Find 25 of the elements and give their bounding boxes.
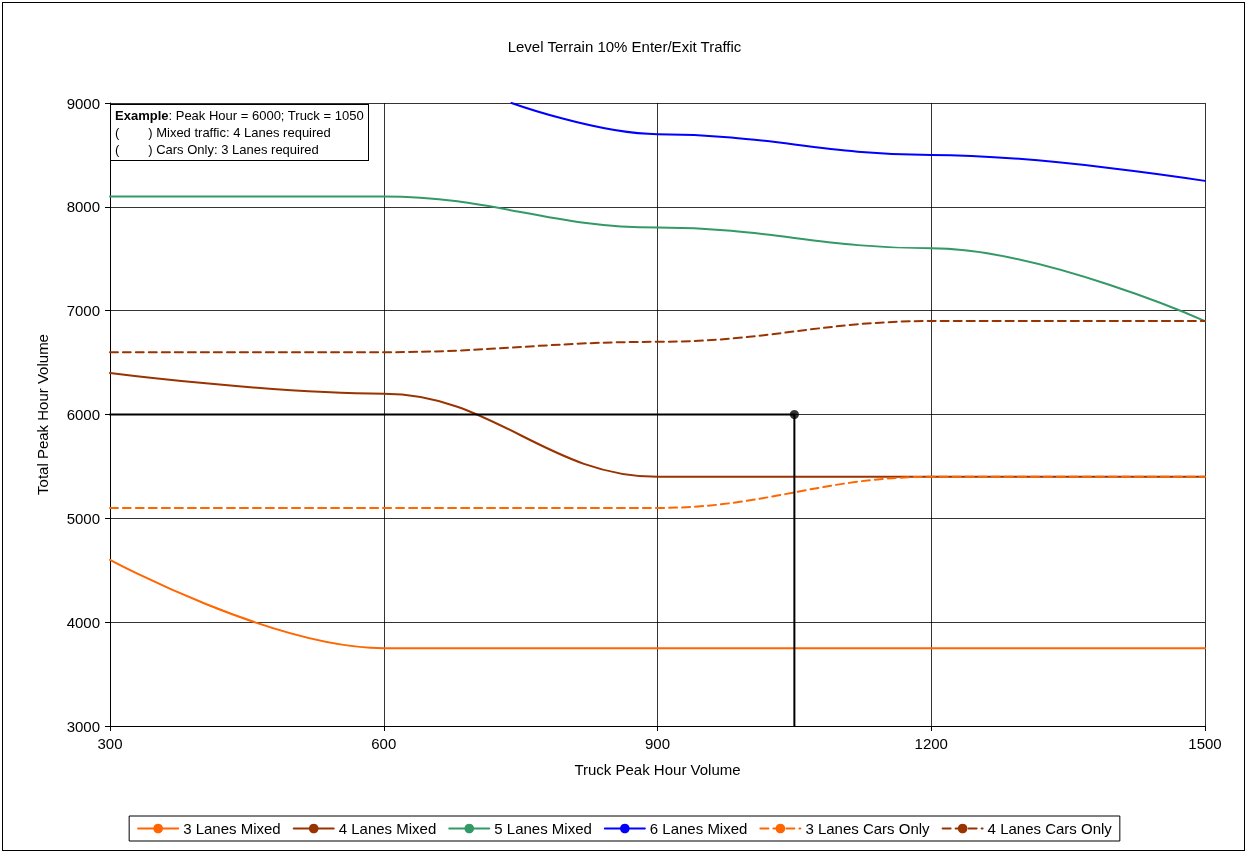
x-tick-label: 300 — [97, 735, 123, 752]
y-tick-label: 5000 — [66, 509, 100, 527]
y-tick-label: 7000 — [66, 302, 100, 320]
y-tick-label: 8000 — [66, 198, 100, 216]
y-axis-title: Total Peak Hour Volume — [34, 334, 51, 495]
x-axis-title: Truck Peak Hour Volume — [574, 761, 741, 778]
legend-label: 3 Lanes Cars Only — [805, 820, 931, 837]
y-tick-label: 3000 — [66, 717, 100, 735]
legend-label: 6 Lanes Mixed — [649, 820, 748, 837]
x-tick-label: 900 — [644, 735, 671, 752]
x-tick-label: 1500 — [1188, 735, 1222, 752]
y-tick-label: 4000 — [66, 613, 100, 631]
x-tick-label: 600 — [371, 735, 397, 752]
legend-label: 4 Lanes Cars Only — [987, 820, 1113, 837]
annotation: Example: Peak Hour = 6000; Truck = 1050 — [115, 107, 364, 124]
annotation: ( ) Mixed traffic: 4 Lanes required — [115, 124, 332, 141]
legend-label: 4 Lanes Mixed — [338, 820, 437, 837]
legend-label: 5 Lanes Mixed — [494, 820, 592, 837]
y-tick-label: 9000 — [66, 94, 100, 112]
y-tick-label: 6000 — [66, 406, 100, 423]
x-tick-label: 1200 — [914, 735, 948, 752]
line-series — [510, 102, 1206, 182]
legend-label: 3 Lanes Mixed — [183, 820, 281, 837]
annotation: ( ) Cars Only: 3 Lanes required — [115, 141, 320, 158]
chart-title: Level Terrain 10% Enter/Exit Traffic — [507, 38, 742, 55]
